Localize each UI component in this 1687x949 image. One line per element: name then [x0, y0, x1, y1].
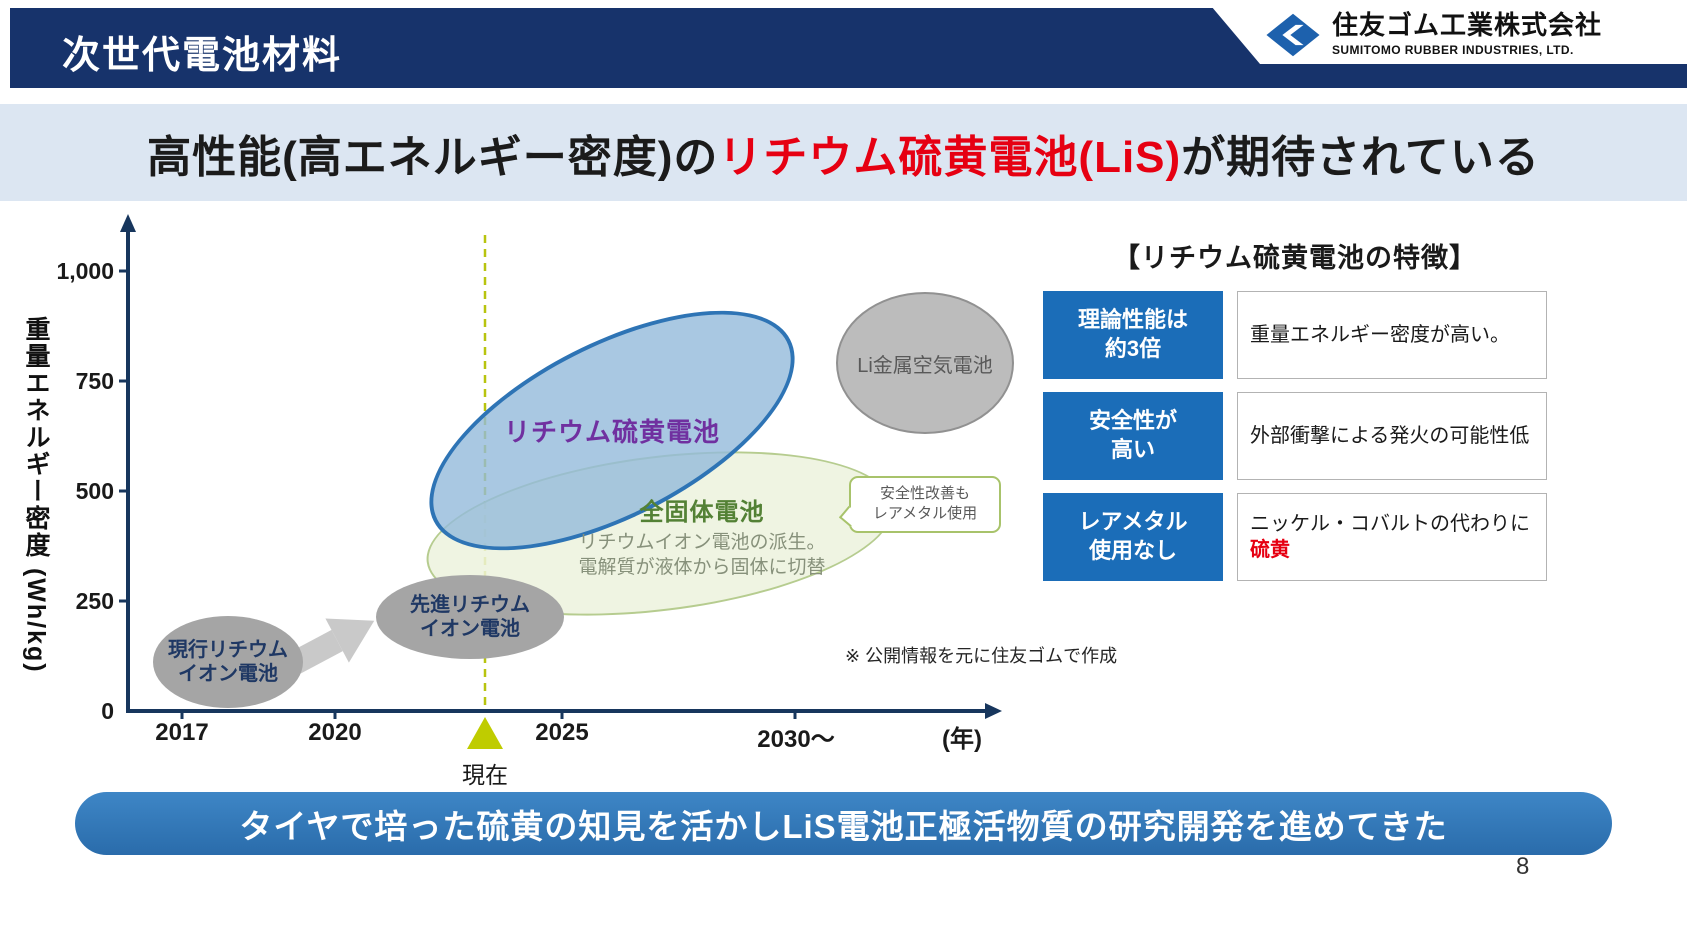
feature-label-safety: 安全性が 高い: [1043, 392, 1223, 480]
region-li-metal-air: Li金属空気電池: [836, 292, 1014, 434]
bottom-banner: タイヤで培った硫黄の知見を活かしLiS電池正極活物質の研究開発を進めてきた: [75, 792, 1612, 855]
region-lithium-sulfur-label: リチウム硫黄電池: [503, 417, 720, 447]
features-heading: 【リチウム硫黄電池の特徴】: [1113, 243, 1477, 273]
x-tick-marks: [180, 711, 797, 719]
y-tick-label-250: 250: [75, 588, 114, 614]
feature-row-rare-metal: レアメタル 使用なし ニッケル・コバルトの代わりに 硫黄: [1043, 493, 1547, 581]
x-tick-label-2030: 2030〜: [757, 726, 835, 753]
feature-row-performance: 理論性能は 約3倍 重量エネルギー密度が高い。: [1043, 291, 1547, 379]
logo-chevron: [1282, 24, 1304, 46]
feature-row-safety: 安全性が 高い 外部衝撃による発火の可能性低: [1043, 392, 1547, 480]
feature-desc-safety-text: 外部衝撃による発火の可能性低: [1250, 425, 1530, 447]
region-li-metal-air-label: Li金属空気電池: [857, 354, 993, 377]
y-tick-marks: [119, 269, 128, 603]
y-tick-label-750: 750: [75, 368, 114, 394]
y-axis-arrow-icon: [120, 214, 136, 232]
all-solid-state-desc: リチウムイオン電池の派生。 電解質が液体から固体に切替: [578, 532, 826, 579]
banner-text: タイヤで培った硫黄の知見を活かしLiS電池正極活物質の研究開発を進めてきた: [239, 807, 1448, 845]
current-marker-label: 現在: [462, 762, 508, 788]
x-tick-label-2025: 2025: [535, 719, 589, 746]
y-axis-title: 重量エネルギー密度 (Wh/kg): [22, 316, 50, 674]
x-tick-label-2020: 2020: [308, 719, 362, 746]
logo-corner: 住友ゴム工業株式会社 SUMITOMO RUBBER INDUSTRIES, L…: [1206, 0, 1687, 64]
feature-label-performance: 理論性能は 約3倍: [1043, 291, 1223, 379]
logo-diamond: [1266, 13, 1320, 57]
x-axis-arrow-icon: [985, 703, 1002, 719]
headline-band: 高性能(高エネルギー密度)のリチウム硫黄電池(LiS)が期待されている: [0, 104, 1687, 201]
region-current-li-ion: 現行リチウム イオン電池: [153, 616, 303, 708]
sumitomo-rubber-logo-icon: [1266, 13, 1320, 57]
headline-suffix: が期待されている: [1181, 132, 1540, 182]
logo-text: 住友ゴム工業株式会社 SUMITOMO RUBBER INDUSTRIES, L…: [1332, 11, 1602, 57]
y-tick-label-1000: 1,000: [56, 258, 114, 284]
battery-roadmap-chart: 重量エネルギー密度 (Wh/kg) 1,000 750 500 250 0 20…: [0, 205, 1180, 805]
page-number: 8: [1516, 853, 1530, 880]
y-tick-label-0: 0: [101, 698, 114, 724]
headline-prefix: 高性能(高エネルギー密度)の: [147, 132, 719, 182]
y-tick-label-500: 500: [75, 478, 114, 504]
region-current-li-ion-label: 現行リチウム イオン電池: [168, 638, 288, 685]
x-axis-unit-label: (年): [942, 726, 982, 753]
region-all-solid-state-text: 全固体電池 リチウムイオン電池の派生。 電解質が液体から固体に切替: [518, 492, 886, 580]
feature-desc-safety: 外部衝撃による発火の可能性低: [1237, 392, 1547, 480]
features-panel: 【リチウム硫黄電池の特徴】 理論性能は 約3倍 重量エネルギー密度が高い。 安全…: [1043, 236, 1547, 594]
feature-desc-rare-metal: ニッケル・コバルトの代わりに 硫黄: [1237, 493, 1547, 581]
page-title: 次世代電池材料: [62, 35, 343, 77]
callout-bubble: 安全性改善も レアメタル使用: [849, 476, 1001, 533]
current-marker-triangle-icon: [467, 717, 503, 749]
feature-desc-performance: 重量エネルギー密度が高い。: [1237, 291, 1547, 379]
region-advanced-li-ion-label: 先進リチウム イオン電池: [410, 593, 530, 640]
feature-desc-sulfur-highlight: 硫黄: [1250, 539, 1290, 561]
feature-desc-rare-metal-text: ニッケル・コバルトの代わりに: [1250, 513, 1530, 535]
headline-text: 高性能(高エネルギー密度)のリチウム硫黄電池(LiS)が期待されている: [147, 121, 1540, 185]
company-name-en: SUMITOMO RUBBER INDUSTRIES, LTD.: [1332, 42, 1574, 57]
all-solid-state-title: 全固体電池: [639, 499, 765, 526]
feature-label-rare-metal: レアメタル 使用なし: [1043, 493, 1223, 581]
headline-highlight: リチウム硫黄電池(LiS): [718, 132, 1182, 182]
source-note: ※ 公開情報を元に住友ゴムで作成: [845, 646, 1118, 666]
feature-desc-performance-text: 重量エネルギー密度が高い。: [1250, 324, 1510, 346]
company-name: 住友ゴム工業株式会社: [1332, 10, 1603, 40]
x-tick-label-2017: 2017: [155, 719, 209, 746]
region-advanced-li-ion: 先進リチウム イオン電池: [376, 575, 564, 659]
